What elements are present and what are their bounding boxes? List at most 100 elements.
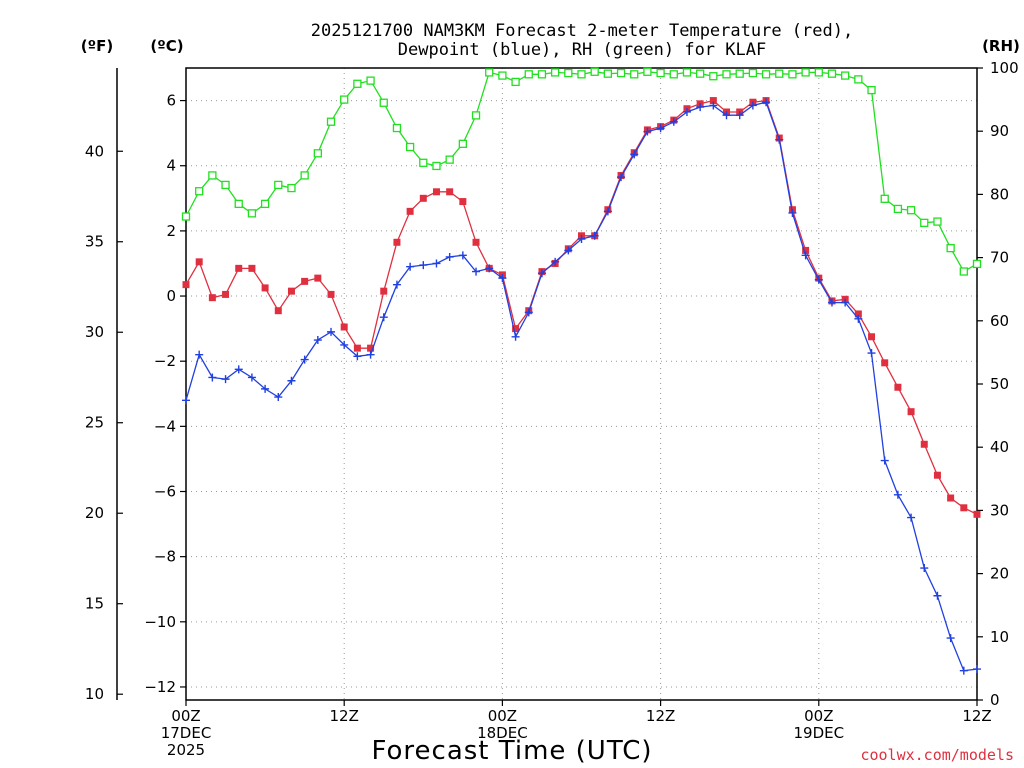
rh-point [867, 85, 876, 95]
temperature-point [947, 494, 955, 502]
celsius-tick-label: −8 [154, 548, 176, 566]
rh-point [788, 70, 797, 79]
rh-point [195, 187, 204, 196]
rh-point [458, 139, 468, 148]
rh-point [669, 70, 678, 79]
rh-tick-label: 0 [990, 691, 1000, 709]
dewpoint-point [445, 252, 454, 261]
fahrenheit-tick-label: 20 [85, 504, 104, 522]
x-tick-label: 12Z [962, 707, 991, 725]
dewpoint-point [643, 127, 652, 136]
dewpoint-point [524, 308, 533, 317]
celsius-tick-label: −2 [154, 352, 176, 370]
celsius-tick-label: 6 [166, 92, 176, 110]
temperature-point [287, 287, 295, 295]
dewpoint-point [551, 257, 560, 266]
dewpoint-point [801, 251, 810, 260]
rh-point [445, 155, 454, 164]
rh-point [300, 171, 309, 180]
temperature-point [182, 281, 190, 289]
x-tick-label: 00Z [488, 707, 517, 725]
rh-tick-label: 100 [990, 59, 1019, 77]
chart-title-line-1: 2025121700 NAM3KM Forecast 2-meter Tempe… [311, 21, 853, 41]
dewpoint-point [682, 107, 691, 116]
rh-point [959, 267, 968, 276]
temperature-point [472, 238, 480, 246]
temperature-point [709, 97, 717, 105]
dewpoint-point [893, 490, 902, 499]
rh-point [841, 71, 850, 80]
dewpoint-point [392, 280, 401, 289]
dewpoint-point [247, 373, 256, 382]
rh-point [524, 70, 533, 79]
x-tick-label: 17DEC [161, 724, 212, 742]
rh-point [432, 161, 441, 171]
dewpoint-point [867, 349, 876, 358]
dewpoint-point [814, 275, 823, 284]
rh-point [630, 70, 639, 79]
series-dewpoint [182, 98, 981, 675]
dewpoint-point [340, 340, 349, 349]
temperature-point [960, 504, 968, 512]
rh-point [920, 218, 929, 227]
rh-tick-label: 90 [990, 122, 1009, 140]
temperature-point [446, 188, 454, 196]
temperature-point [248, 264, 256, 272]
rh-point [801, 68, 810, 77]
series-layer [181, 67, 982, 675]
rh-point [722, 70, 731, 79]
x-tick-label: 19DEC [794, 724, 845, 742]
rh-point [287, 183, 296, 193]
dewpoint-point [709, 101, 718, 110]
dewpoint-point [590, 231, 599, 240]
x-tick-label: 00Z [804, 707, 833, 725]
dewpoint-point [261, 384, 270, 393]
temperature-point [907, 408, 915, 416]
rh-point [616, 68, 626, 78]
celsius-tick-label: 4 [166, 157, 176, 175]
rh-unit-label: (RH) [982, 37, 1020, 55]
rh-point [353, 79, 362, 88]
dewpoint-point [762, 98, 771, 107]
rh-point [340, 95, 349, 104]
temperature-point [261, 284, 269, 292]
dewpoint-point [353, 352, 362, 361]
rh-point [827, 69, 837, 78]
rh-point [274, 180, 283, 190]
rh-point [748, 68, 758, 78]
rh-point [854, 75, 863, 84]
dewpoint-point [696, 103, 705, 112]
dewpoint-point [458, 251, 467, 260]
series-rh [181, 67, 982, 276]
dewpoint-point [379, 313, 388, 322]
dewpoint-point [907, 513, 916, 522]
dewpoint-point [959, 666, 968, 675]
rh-point [735, 69, 744, 78]
rh-point [313, 149, 322, 158]
rh-point [498, 71, 507, 80]
fahrenheit-tick-label: 40 [85, 142, 104, 160]
temperature-point [920, 440, 928, 448]
rh-tick-label: 80 [990, 185, 1009, 203]
rh-point [893, 204, 903, 214]
dewpoint-point [880, 456, 889, 465]
dewpoint-point [195, 350, 204, 359]
dewpoint-point [564, 246, 573, 255]
dewpoint-point [485, 264, 494, 273]
rh-point [234, 199, 243, 209]
fahrenheit-tick-label: 30 [85, 323, 104, 341]
dewpoint-point [498, 274, 507, 283]
temperature-point [432, 188, 440, 196]
rh-point [326, 117, 336, 126]
dewpoint-point [854, 314, 863, 323]
dewpoint-point [788, 208, 797, 217]
y-axis-ticks: −12 −10 −8 −6 −4 −2 0 2 4 6 10 15 20 25 30 35 40 0 10 20 30 4… [85, 59, 1019, 709]
rh-point [564, 68, 573, 78]
rh-point [814, 68, 823, 77]
x-tick-label: 18DEC [477, 724, 528, 742]
credit-link[interactable]: coolwx.com/models [860, 746, 1014, 764]
dewpoint-point [735, 111, 744, 120]
x-axis-title: Forecast Time (UTC) [371, 736, 652, 766]
